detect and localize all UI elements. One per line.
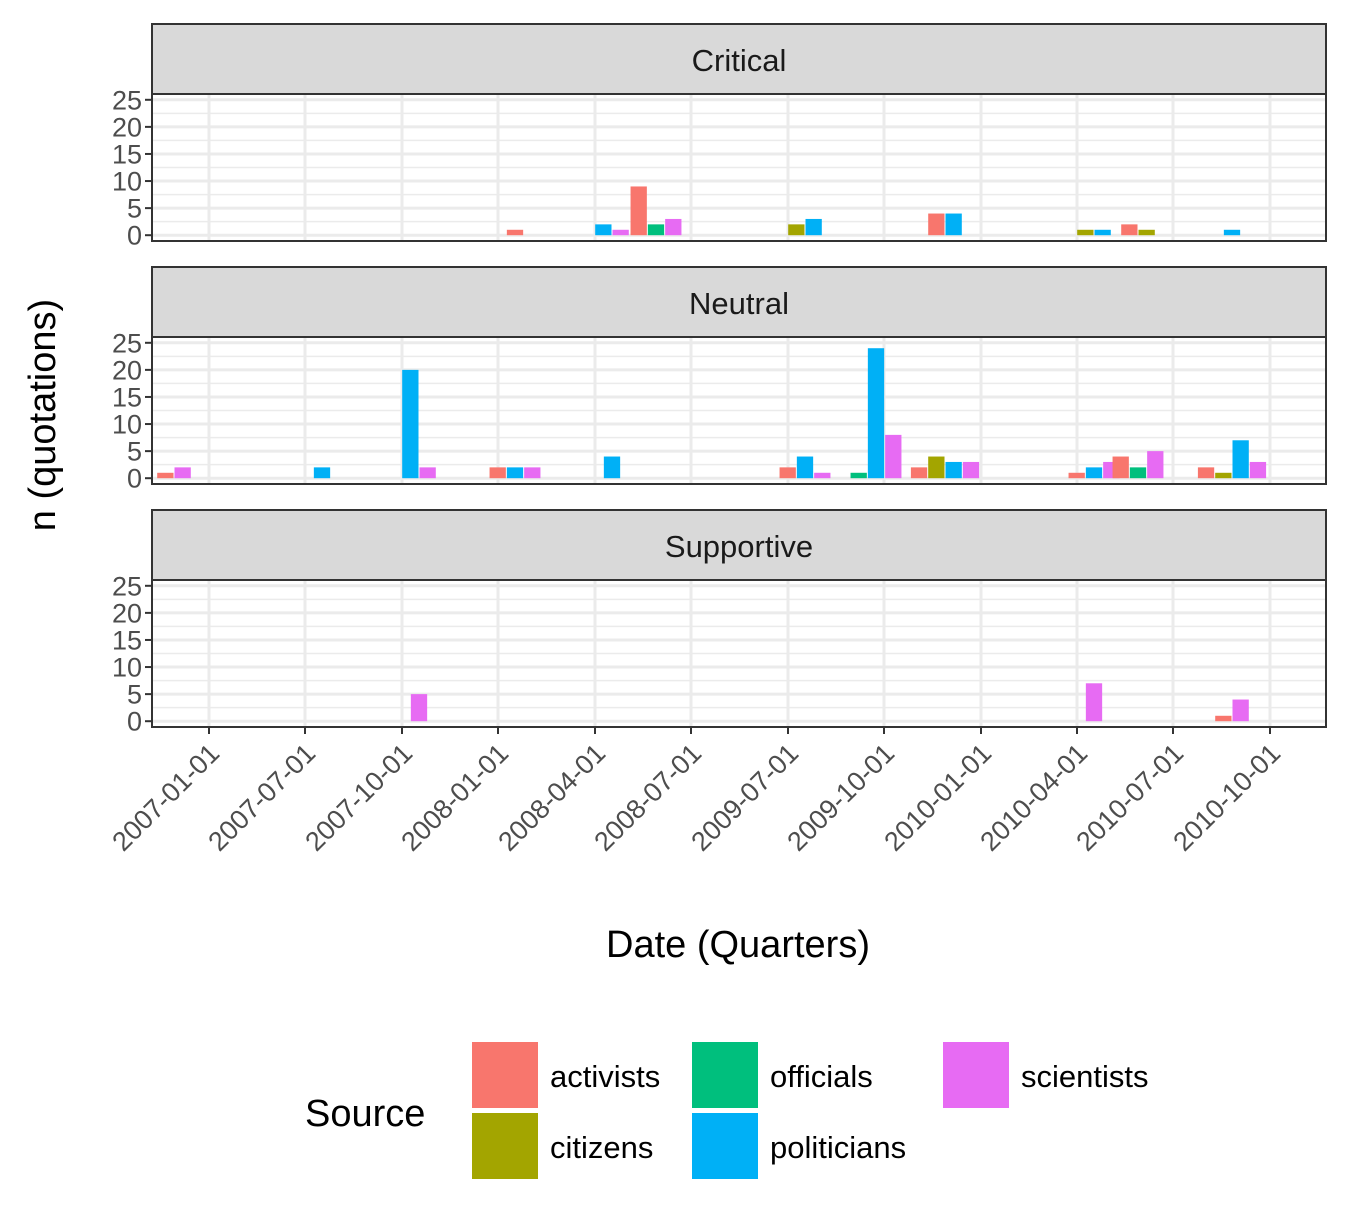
y-axis-title: n (quotations) <box>22 299 64 531</box>
bar-politicians <box>867 348 885 479</box>
bar-scientists <box>612 229 629 236</box>
bar-activists <box>779 467 796 479</box>
bar-activists <box>1121 224 1138 236</box>
bar-citizens <box>788 224 805 236</box>
y-tick-label: 25 <box>112 571 142 601</box>
bar-activists <box>1068 472 1085 479</box>
bar-politicians <box>1232 440 1249 479</box>
legend-title: Source <box>305 1093 425 1135</box>
y-tick-label: 20 <box>112 355 142 385</box>
bar-scientists <box>1232 699 1249 722</box>
bar-activists <box>630 186 647 236</box>
bar-scientists <box>885 434 902 479</box>
y-tick-label: 5 <box>127 194 142 224</box>
legend-key-politicians <box>692 1113 758 1179</box>
bar-officials <box>850 472 867 479</box>
bar-politicians <box>1085 467 1103 479</box>
bar-scientists <box>410 694 428 722</box>
x-axis: 2007-01-012007-07-012007-10-012008-01-01… <box>106 727 1286 857</box>
y-tick-label: 5 <box>127 680 142 710</box>
bar-activists <box>506 229 524 236</box>
bar-politicians <box>1094 229 1111 236</box>
bar-politicians <box>945 213 962 236</box>
legend-key-officials <box>692 1042 758 1108</box>
y-tick-label: 0 <box>127 221 142 251</box>
bar-politicians <box>603 456 621 479</box>
y-tick-label: 5 <box>127 437 142 467</box>
bar-politicians <box>313 467 331 479</box>
y-tick-label: 15 <box>112 139 142 169</box>
bar-politicians <box>805 218 822 236</box>
legend-label-scientists: scientists <box>1021 1059 1148 1094</box>
bar-politicians <box>796 456 814 479</box>
legend-label-politicians: politicians <box>770 1130 906 1165</box>
bar-scientists <box>419 467 436 479</box>
bar-politicians <box>506 467 524 479</box>
bar-scientists <box>524 467 541 479</box>
facet-strip <box>151 266 1327 338</box>
legend-key-activists <box>472 1042 538 1108</box>
bar-activists <box>928 213 945 236</box>
bar-politicians <box>402 369 419 479</box>
bar-citizens <box>928 456 945 479</box>
y-tick-label: 15 <box>112 382 142 412</box>
bar-scientists <box>1249 461 1267 479</box>
bar-activists <box>1215 715 1232 722</box>
facet-strip-label: Neutral <box>689 286 789 321</box>
y-tick-label: 0 <box>127 464 142 494</box>
legend: Source activists citizens officials politic… <box>305 1042 1148 1179</box>
bar-citizens <box>1138 229 1155 236</box>
y-tick-label: 20 <box>112 112 142 142</box>
y-tick-label: 10 <box>112 167 142 197</box>
bar-scientists <box>814 472 831 479</box>
facet-strip <box>151 23 1327 95</box>
y-tick-label: 10 <box>112 410 142 440</box>
y-tick-label: 25 <box>112 85 142 115</box>
bar-scientists <box>174 467 191 479</box>
bar-activists <box>910 467 928 479</box>
bar-activists <box>157 472 174 479</box>
bar-scientists <box>962 461 980 479</box>
facet-panels: Critical0510152025Neutral0510152025Suppo… <box>112 23 1327 737</box>
bar-citizens <box>1077 229 1094 236</box>
y-tick-label: 10 <box>112 653 142 683</box>
bar-politicians <box>595 224 612 236</box>
y-tick-label: 15 <box>112 625 142 655</box>
bar-officials <box>647 224 665 236</box>
panel-border <box>151 336 1327 485</box>
bar-officials <box>1129 467 1147 479</box>
bar-scientists <box>1147 451 1164 479</box>
facet-strip <box>151 509 1327 581</box>
bar-activists <box>1112 456 1129 479</box>
facet-strip-label: Supportive <box>665 529 813 564</box>
legend-key-scientists <box>943 1042 1009 1108</box>
bar-scientists <box>1085 683 1103 722</box>
legend-label-officials: officials <box>770 1059 873 1094</box>
bar-scientists <box>665 218 682 236</box>
facet-strip-label: Critical <box>692 43 787 78</box>
panel-border <box>151 579 1327 728</box>
y-tick-label: 25 <box>112 328 142 358</box>
x-axis-title: Date (Quarters) <box>606 924 870 966</box>
bar-activists <box>489 467 506 479</box>
legend-label-activists: activists <box>550 1059 660 1094</box>
bar-politicians <box>945 461 962 479</box>
bar-activists <box>1197 467 1215 479</box>
bar-citizens <box>1215 472 1232 479</box>
y-tick-label: 0 <box>127 707 142 737</box>
legend-label-citizens: citizens <box>550 1130 653 1165</box>
legend-key-citizens <box>472 1113 538 1179</box>
panel-border <box>151 93 1327 242</box>
y-tick-label: 20 <box>112 598 142 628</box>
bar-politicians <box>1223 229 1241 236</box>
